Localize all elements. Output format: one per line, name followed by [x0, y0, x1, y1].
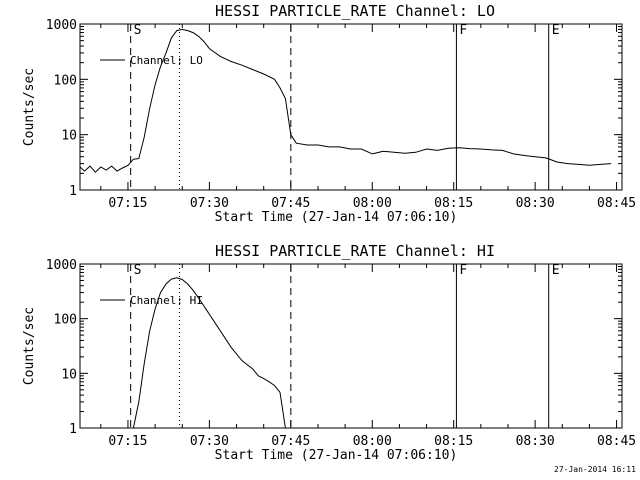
legend-label: Channel: HI: [130, 294, 203, 307]
event-marker-label: F: [459, 23, 467, 38]
x-axis-label: Start Time (27-Jan-14 07:06:10): [215, 448, 458, 463]
x-tick-label: 08:45: [597, 196, 636, 211]
event-marker-label: F: [459, 263, 467, 278]
y-axis-label: Counts/sec: [22, 68, 37, 146]
x-tick-label: 08:45: [597, 434, 636, 449]
x-tick-label: 07:30: [190, 196, 229, 211]
x-tick-label: 08:00: [353, 434, 392, 449]
x-tick-label: 07:15: [108, 434, 147, 449]
x-axis-label: Start Time (27-Jan-14 07:06:10): [215, 210, 458, 225]
series-line: [132, 277, 286, 428]
event-marker-label: E: [552, 263, 560, 278]
x-tick-label: 07:15: [108, 196, 147, 211]
y-tick-label: 1: [69, 422, 77, 437]
x-tick-label: 08:30: [516, 196, 555, 211]
x-tick-label: 08:15: [434, 434, 473, 449]
chart-panel-1: HESSI PARTICLE_RATE Channel: HI 07:15 07:3…: [22, 242, 636, 463]
x-tick-label: 08:00: [353, 196, 392, 211]
y-tick-label: 10: [61, 367, 77, 382]
x-tick-label: 07:45: [271, 434, 310, 449]
x-tick-label: 07:30: [190, 434, 229, 449]
y-tick-label: 1: [69, 184, 77, 199]
y-tick-label: 100: [54, 73, 77, 88]
event-marker-label: E: [552, 23, 560, 38]
x-tick-label: 07:45: [271, 196, 310, 211]
plot-frame: [79, 23, 623, 191]
series-line: [80, 28, 612, 173]
event-marker-label: S: [134, 23, 142, 38]
footer-timestamp: 27-Jan-2014 16:11: [554, 465, 636, 474]
y-tick-label: 100: [54, 313, 77, 328]
x-tick-label: 08:15: [434, 196, 473, 211]
y-tick-label: 1000: [46, 18, 77, 33]
legend-label: Channel: LO: [130, 54, 203, 67]
y-tick-label: 1000: [46, 258, 77, 273]
chart-title: HESSI PARTICLE_RATE Channel: HI: [215, 242, 495, 260]
event-marker-label: S: [134, 263, 142, 278]
plot-frame: [79, 263, 623, 429]
x-tick-label: 08:30: [516, 434, 555, 449]
chart-panel-0: HESSI PARTICLE_RATE Channel: LO 07:15 07:3…: [22, 2, 636, 225]
y-tick-label: 10: [61, 129, 77, 144]
y-axis-label: Counts/sec: [22, 307, 37, 385]
chart-title: HESSI PARTICLE_RATE Channel: LO: [215, 2, 495, 20]
